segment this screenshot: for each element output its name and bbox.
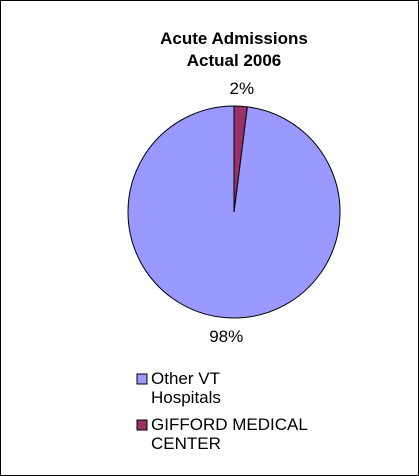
chart-title: Acute Admissions bbox=[160, 29, 308, 48]
pie-slice bbox=[233, 105, 248, 213]
legend-label: Other VT Hospitals bbox=[151, 369, 221, 407]
legend-swatch bbox=[136, 373, 148, 385]
legend-label: GIFFORD MEDICAL CENTER bbox=[151, 415, 308, 453]
data-label: 98% bbox=[209, 327, 243, 346]
legend-swatch bbox=[136, 419, 148, 431]
data-label: 2% bbox=[229, 79, 254, 98]
chart-title: Actual 2006 bbox=[187, 51, 282, 70]
